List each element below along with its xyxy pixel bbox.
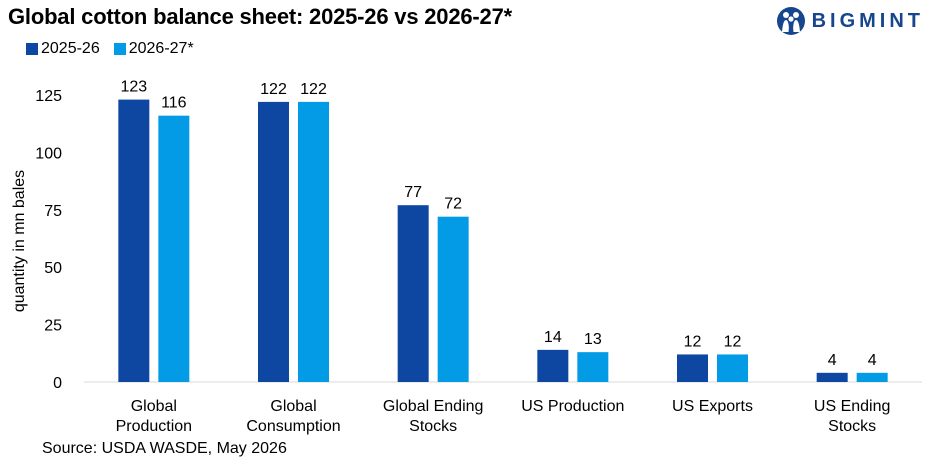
brand-logo: BIGMINT — [776, 6, 924, 36]
y-tick-label: 25 — [44, 318, 62, 335]
x-tick-label-line: Stocks — [828, 418, 876, 435]
x-tick-label-line: Global — [270, 398, 316, 415]
bar-2025-26 — [816, 372, 848, 382]
legend-item-2026-27: 2026-27* — [113, 40, 194, 58]
bar-2025-26 — [397, 205, 429, 382]
bar-2026-27 — [577, 352, 609, 382]
bar-2026-27 — [717, 354, 748, 382]
legend-label-2025-26: 2025-26 — [41, 40, 100, 57]
legend-label-2026-27: 2026-27* — [128, 40, 194, 57]
bar-2025-26 — [258, 101, 289, 382]
x-tick-label-line: US Exports — [672, 398, 753, 415]
data-label: 123 — [120, 79, 147, 96]
people-group-icon — [776, 7, 805, 35]
data-label: 4 — [868, 352, 877, 369]
x-tick-label-line: US Ending — [814, 398, 891, 415]
x-tick-label: US Production — [521, 398, 624, 415]
data-label: 77 — [404, 184, 422, 201]
brand-name: BIGMINT — [811, 9, 924, 32]
y-tick-label: 75 — [44, 203, 62, 220]
data-label: 116 — [161, 95, 187, 112]
data-label: 4 — [828, 352, 837, 369]
x-tick-label-line: Global Ending — [383, 398, 484, 415]
bar-2025-26 — [677, 354, 708, 382]
data-label: 12 — [684, 333, 702, 350]
x-tick-label: US Exports — [672, 398, 753, 415]
data-label: 122 — [300, 81, 327, 98]
legend-swatch-2026-27 — [113, 43, 126, 55]
y-axis-label: quantity in mn bales — [11, 170, 28, 312]
x-tick-label: US Ending Stocks — [814, 398, 891, 435]
chart-title: Global cotton balance sheet: 2025-26 vs … — [8, 4, 512, 29]
legend: 2025-26 2026-27* — [26, 40, 194, 58]
x-tick-label: Global Production — [116, 398, 193, 435]
x-tick-label-line: Consumption — [246, 418, 340, 435]
bar-2025-26 — [537, 349, 569, 382]
data-label: 122 — [260, 81, 287, 98]
data-label: 72 — [444, 196, 462, 213]
bar-2025-26 — [118, 99, 150, 382]
data-label: 12 — [724, 333, 742, 350]
bar-2026-27 — [298, 101, 329, 382]
source-note: Source: USDA WASDE, May 2026 — [42, 440, 287, 457]
legend-swatch-2025-26 — [26, 43, 38, 55]
x-tick-label: Global Ending Stocks — [383, 398, 484, 435]
x-tick-label-line: US Production — [521, 398, 624, 415]
x-tick-label-line: Global — [131, 398, 177, 415]
y-tick-label: 0 — [53, 375, 62, 392]
bar-2026-27 — [437, 216, 469, 382]
x-tick-label-line: Production — [116, 418, 193, 435]
x-tick-label-line: Stocks — [409, 418, 457, 435]
bar-2026-27 — [158, 115, 190, 382]
data-label: 14 — [544, 329, 562, 346]
legend-item-2025-26: 2025-26 — [26, 40, 100, 58]
bar-2026-27 — [856, 372, 888, 382]
y-tick-label: 100 — [35, 145, 62, 162]
y-tick-label: 125 — [35, 88, 62, 105]
data-label: 13 — [584, 331, 602, 348]
y-tick-label: 50 — [44, 260, 62, 277]
x-tick-label: Global Consumption — [246, 398, 340, 435]
